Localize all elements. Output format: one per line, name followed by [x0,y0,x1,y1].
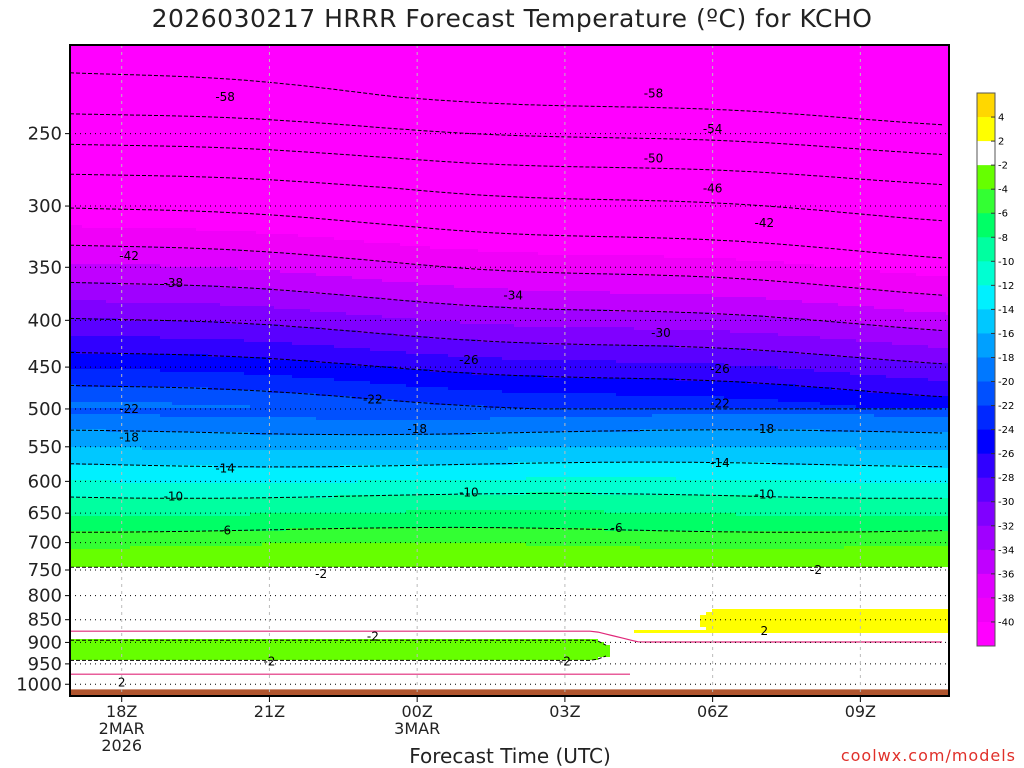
temperature-fill [70,45,953,697]
plot-area: -58 -58-54-50-46-42-42-38-34-30-26-26-22-… [70,45,953,697]
